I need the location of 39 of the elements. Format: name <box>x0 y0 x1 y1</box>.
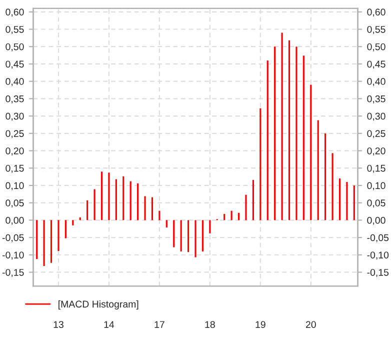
y-tick-label: 0,25 <box>6 130 24 138</box>
y-tick-label: 0,30 <box>6 112 24 121</box>
y-tick-label: -0,05 <box>2 234 24 242</box>
y-tick-label: 0,35 <box>6 95 24 104</box>
y-tick-label: 0,00 <box>6 216 24 225</box>
y2-tick-label: 0,60 <box>367 8 386 17</box>
x-tick-label: 17 <box>154 321 164 328</box>
y-tick-label: 0,40 <box>6 78 24 86</box>
y2-tick-label: 0,10 <box>367 182 386 190</box>
y2-tick-label: -0,15 <box>367 268 389 277</box>
y-tick-label: -0,15 <box>2 268 24 277</box>
y-tick-label: 0,10 <box>6 182 24 190</box>
y-tick-label: 0,60 <box>6 8 24 17</box>
x-tick-label: 20 <box>306 321 316 328</box>
y2-tick-label: 0,00 <box>367 216 386 225</box>
x-tick-label: 14 <box>104 321 114 328</box>
y-tick-label: 0,20 <box>6 147 24 156</box>
y-tick-label: 0,50 <box>6 43 24 52</box>
y2-tick-label: 0,45 <box>367 60 386 69</box>
x-tick-label: 19 <box>256 321 266 328</box>
y2-tick-label: -0,05 <box>367 234 389 242</box>
x-tick-label: 18 <box>205 321 215 328</box>
y-tick-label: 0,55 <box>6 26 24 34</box>
y2-tick-label: 0,25 <box>367 130 386 138</box>
legend-label: [MACD Histogram] <box>58 300 138 310</box>
y-tick-label: 0,15 <box>6 164 24 173</box>
y2-tick-label: 0,15 <box>367 164 386 173</box>
y-tick-label: 0,45 <box>6 60 24 69</box>
y2-tick-label: 0,35 <box>367 95 386 104</box>
y2-tick-label: 0,20 <box>367 147 386 156</box>
x-tick-label: 13 <box>54 321 64 328</box>
y-tick-label: -0,10 <box>2 252 24 260</box>
y-tick-label: 0,05 <box>6 200 24 208</box>
y2-tick-label: 0,50 <box>367 43 386 52</box>
y2-tick-label: 0,55 <box>367 26 386 34</box>
y2-tick-label: 0,05 <box>367 200 386 208</box>
y2-tick-label: -0,10 <box>367 252 389 260</box>
y2-tick-label: 0,40 <box>367 78 386 86</box>
y2-tick-label: 0,30 <box>367 112 386 121</box>
